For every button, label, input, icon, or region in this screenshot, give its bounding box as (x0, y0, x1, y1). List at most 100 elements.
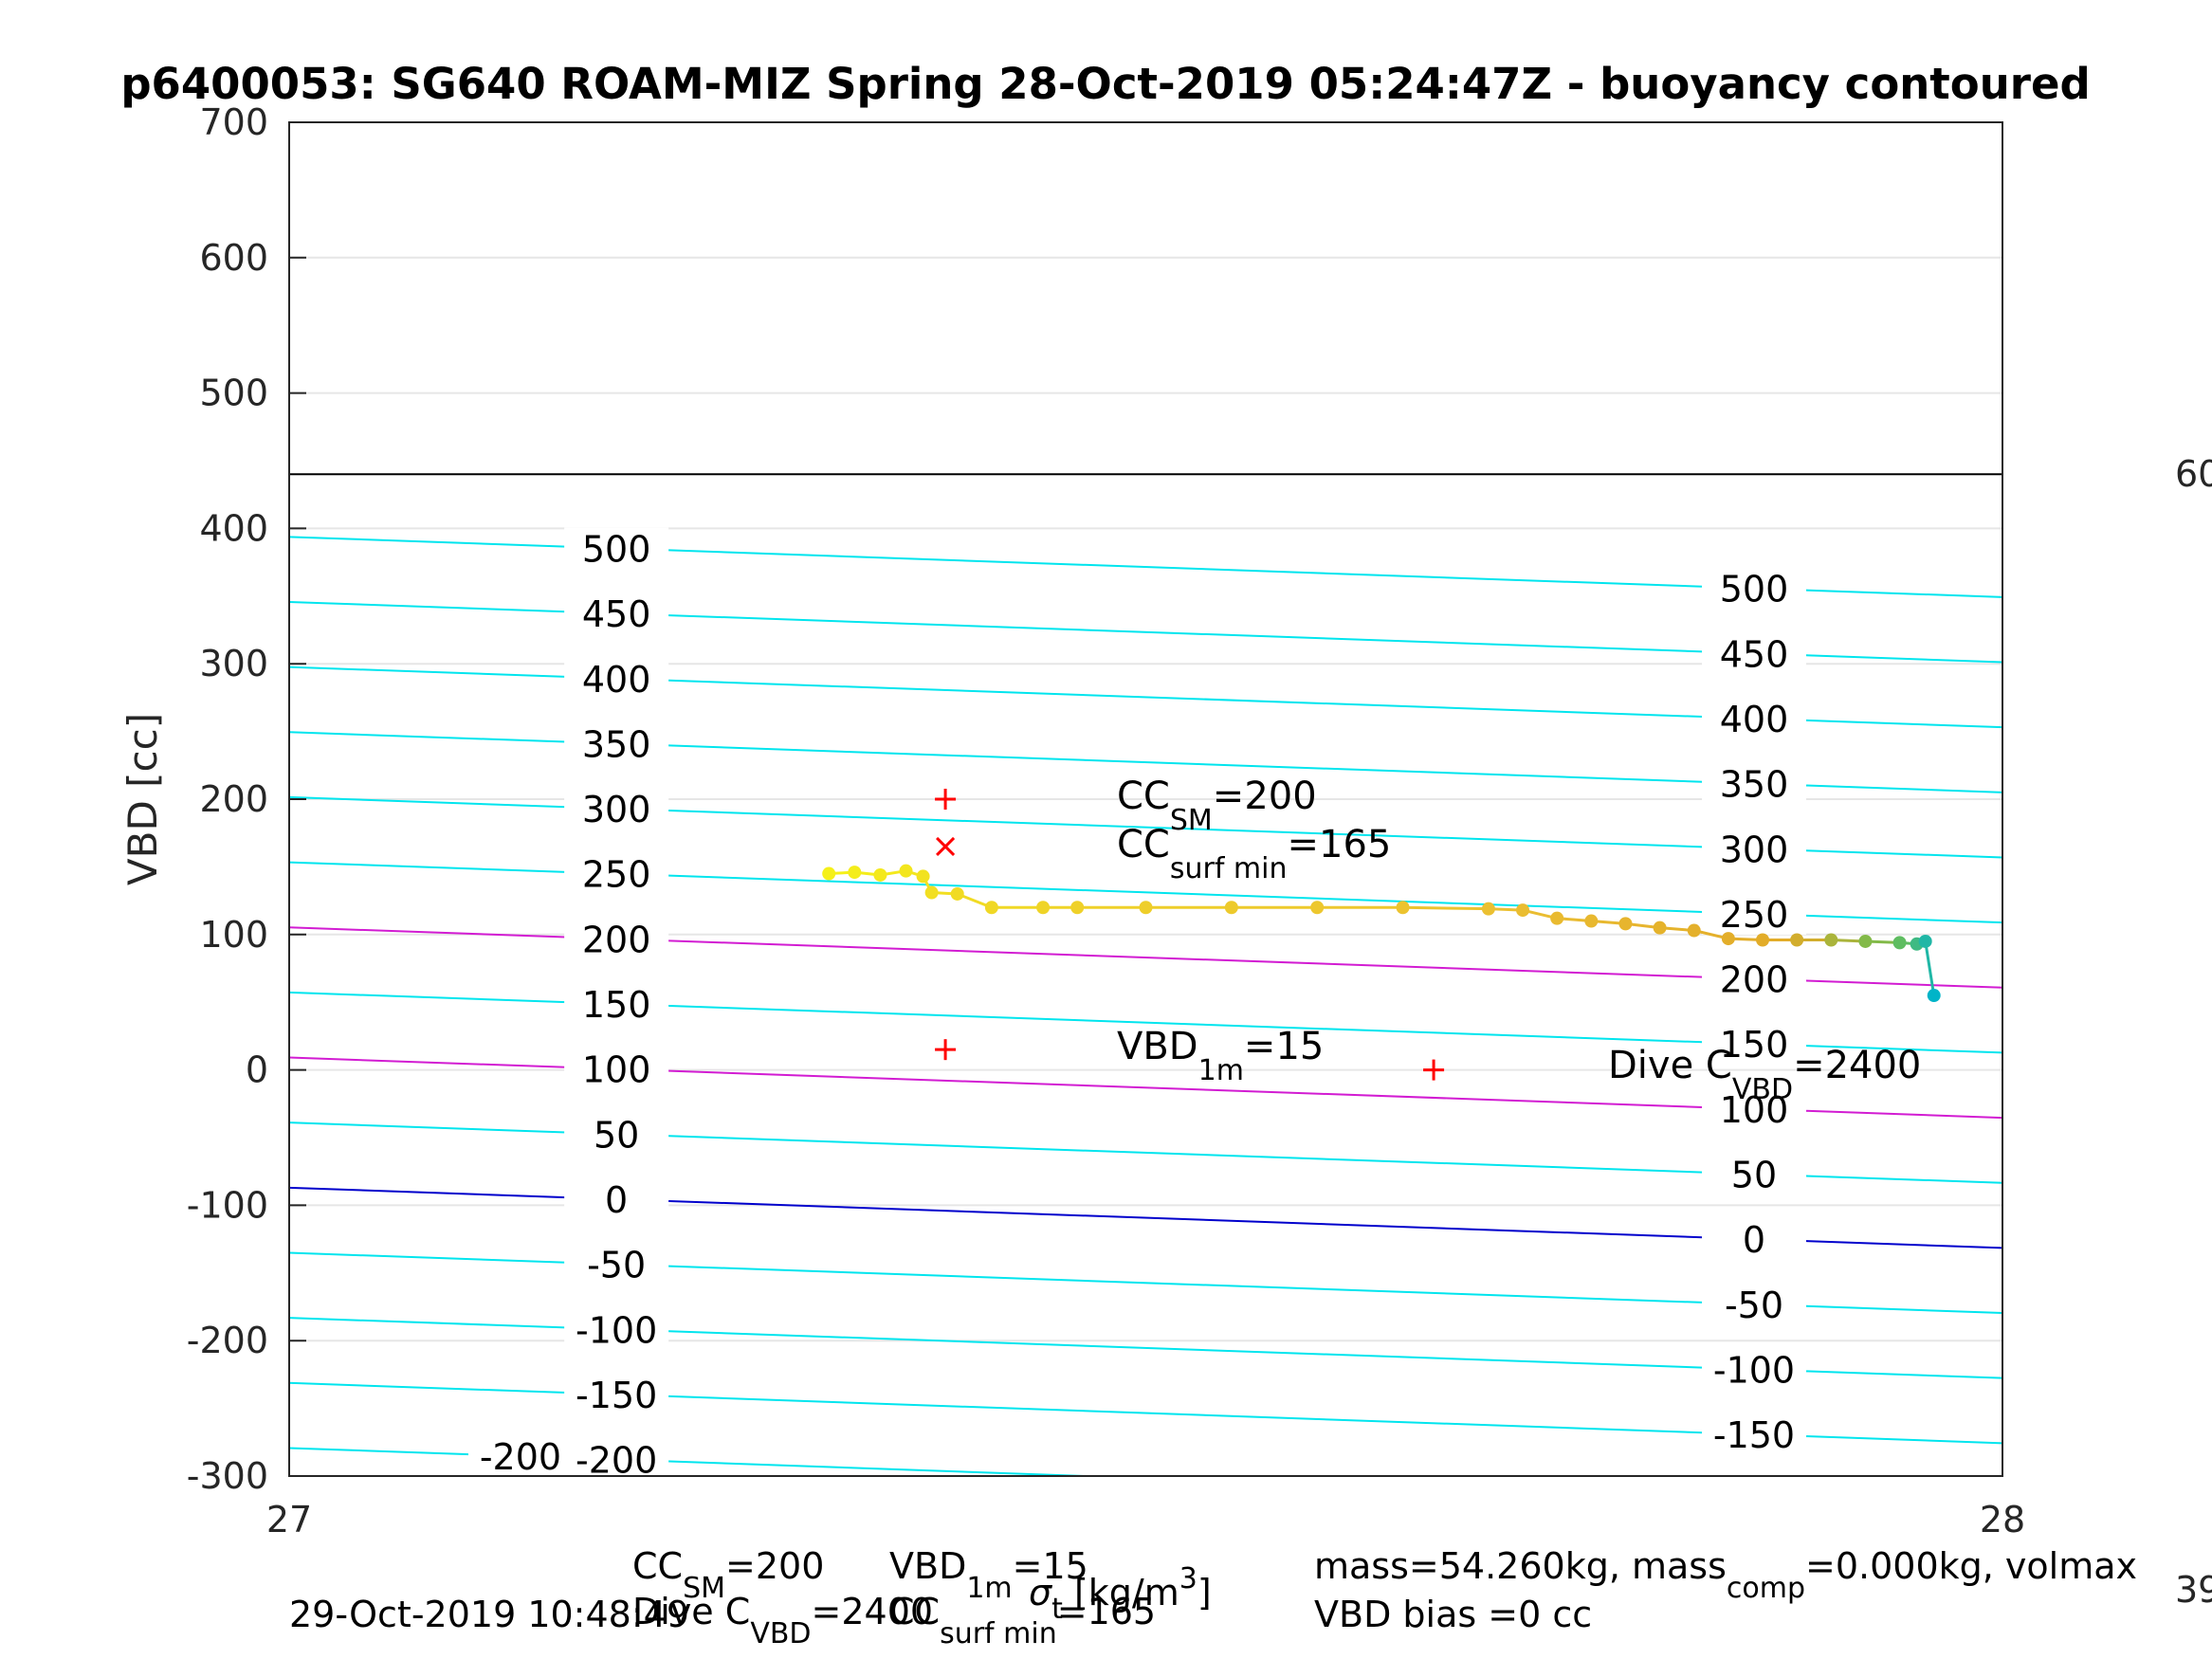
contour-label: 250 (582, 854, 651, 896)
marker-plus (1423, 1059, 1445, 1081)
series-point (1618, 917, 1633, 931)
contour-label: -150 (576, 1375, 657, 1416)
contour-label-bg (564, 1113, 669, 1156)
y-tick-label: 200 (199, 778, 268, 820)
footer-vbd-1m-tail: =15 (1013, 1545, 1088, 1587)
buoyancy-contours: -200 -150 -150 -100 -100 -50 -50 0 0 50 50 100 100 15… (288, 527, 2003, 1482)
y-tick-label: 600 (199, 237, 268, 279)
series-point (1721, 932, 1735, 946)
annotation-dive-c-tail: =2400 (1793, 1044, 1921, 1087)
contour-label: 200 (582, 919, 651, 960)
footer-dive-c-tail: =2400 (812, 1591, 934, 1632)
marker-plus (935, 1039, 957, 1061)
y-tick-label: -100 (187, 1184, 268, 1226)
footer-vbd-1m-main: VBD (889, 1545, 966, 1587)
footer-cc-surf-sub: surf min (940, 1617, 1057, 1650)
series-point (924, 885, 939, 900)
contour-label-bg (564, 788, 669, 830)
x-tick-label: 28 (1980, 1499, 2025, 1540)
contour-label: -50 (1725, 1285, 1783, 1326)
contour-label-bg (564, 918, 669, 960)
footer-cc-surf-tail: =165 (1057, 1591, 1156, 1632)
series-point (1756, 933, 1770, 947)
footer-xlabel-sup: 3 (1179, 1562, 1197, 1595)
annotation-cc-surf-sub: surf min (1170, 852, 1288, 885)
contour-label: -150 (1713, 1414, 1795, 1456)
contour-label-bg (564, 852, 669, 895)
y-tick-label: 300 (199, 643, 268, 684)
footer-xlabel-sigma: σ (1029, 1572, 1053, 1613)
series-point (1858, 934, 1873, 948)
footer-cc-sm: CCSM=200 (632, 1545, 824, 1605)
annotation-cc-sm-sub: SM (1170, 804, 1213, 837)
series-point (916, 869, 930, 884)
series-point (1516, 903, 1530, 918)
contour-label: 200 (1720, 959, 1789, 1001)
annotation-vbd-1m-tail: =15 (1244, 1025, 1324, 1068)
footer-cc-sm-main: CC (632, 1545, 683, 1587)
contour-label-bg (1701, 1023, 1806, 1066)
contour-label: -200 (576, 1440, 657, 1482)
footer-mass-sub: comp (1727, 1572, 1805, 1605)
annotation-cc-sm: CCSM=200 (1117, 775, 1317, 837)
series-point (1139, 901, 1153, 915)
contour-line (288, 1447, 1087, 1477)
contour-label-bg (564, 722, 669, 765)
contour-label-bg (564, 592, 669, 635)
contour-label-bg (564, 657, 669, 700)
series-point (1918, 934, 1932, 948)
series-point (1396, 901, 1410, 915)
series-point (848, 866, 862, 880)
contour-label: 300 (1720, 829, 1789, 870)
footer-cc-surf-min: CCsurf min=165 (889, 1591, 1156, 1650)
y-axis-label: VBD [cc] (119, 713, 166, 885)
annotation-cc-surf-min: CCsurf min=165 (1117, 823, 1391, 885)
right-axis-tick-bottom: 39 (2175, 1569, 2212, 1611)
contour-label: 50 (1731, 1155, 1777, 1196)
right-axis-tick-top: 60 (2175, 453, 2212, 495)
contour-label: -100 (1713, 1349, 1795, 1391)
marker-stroke (936, 836, 956, 857)
series-point (1653, 921, 1667, 935)
contour-label: -100 (576, 1309, 657, 1351)
contour-label: 150 (1720, 1024, 1789, 1066)
footer-dive-c: Dive CVBD=2400 (632, 1591, 933, 1650)
contour-label: -200 (480, 1436, 561, 1478)
footer-dive-c-main: Dive C (632, 1591, 750, 1632)
contour-label: 150 (582, 984, 651, 1026)
contour-label-bg (564, 1243, 669, 1285)
annotation-vbd-1m-sub: 1m (1198, 1054, 1244, 1087)
contour-label: 500 (582, 528, 651, 570)
annotation-vbd-1m-main: VBD (1117, 1025, 1198, 1068)
contour-label-bg (1701, 1218, 1806, 1261)
contour-label: 350 (1720, 764, 1789, 806)
y-tick-label: -300 (187, 1455, 268, 1497)
contour-label: 450 (1720, 633, 1789, 675)
contour-label-bg (467, 1435, 573, 1478)
contour-label-bg (1701, 697, 1806, 739)
footer-cc-sm-sub: SM (683, 1572, 725, 1605)
series-point (1036, 901, 1051, 915)
y-tick-label: 100 (199, 914, 268, 956)
contour-label: 450 (582, 593, 651, 635)
contour-label-bg (1701, 1283, 1806, 1325)
contour-label-bg (1701, 1153, 1806, 1195)
contour-label: 350 (582, 723, 651, 765)
contour-label-bg (1701, 892, 1806, 935)
series-point (1550, 911, 1564, 925)
series-point (1824, 933, 1838, 947)
y-tick-label: -200 (187, 1320, 268, 1361)
annotation-dive-c-sub: VBD (1732, 1073, 1793, 1106)
contour-label: 300 (582, 789, 651, 830)
contour-label: 500 (1720, 569, 1789, 611)
footer-mass-tail: =0.000kg, volmax (1805, 1545, 2137, 1587)
footer-xlabel-units: [kg/m (1063, 1572, 1179, 1613)
contour-label: 100 (1720, 1089, 1789, 1131)
series-point (1892, 936, 1907, 950)
contour-label-bg (564, 1438, 669, 1481)
annotation-dive-c-main: Dive C (1608, 1044, 1732, 1087)
series-point (873, 867, 887, 882)
contour-label: 400 (1720, 699, 1789, 740)
contour-label-bg (1701, 1348, 1806, 1391)
series-point (1927, 989, 1941, 1003)
